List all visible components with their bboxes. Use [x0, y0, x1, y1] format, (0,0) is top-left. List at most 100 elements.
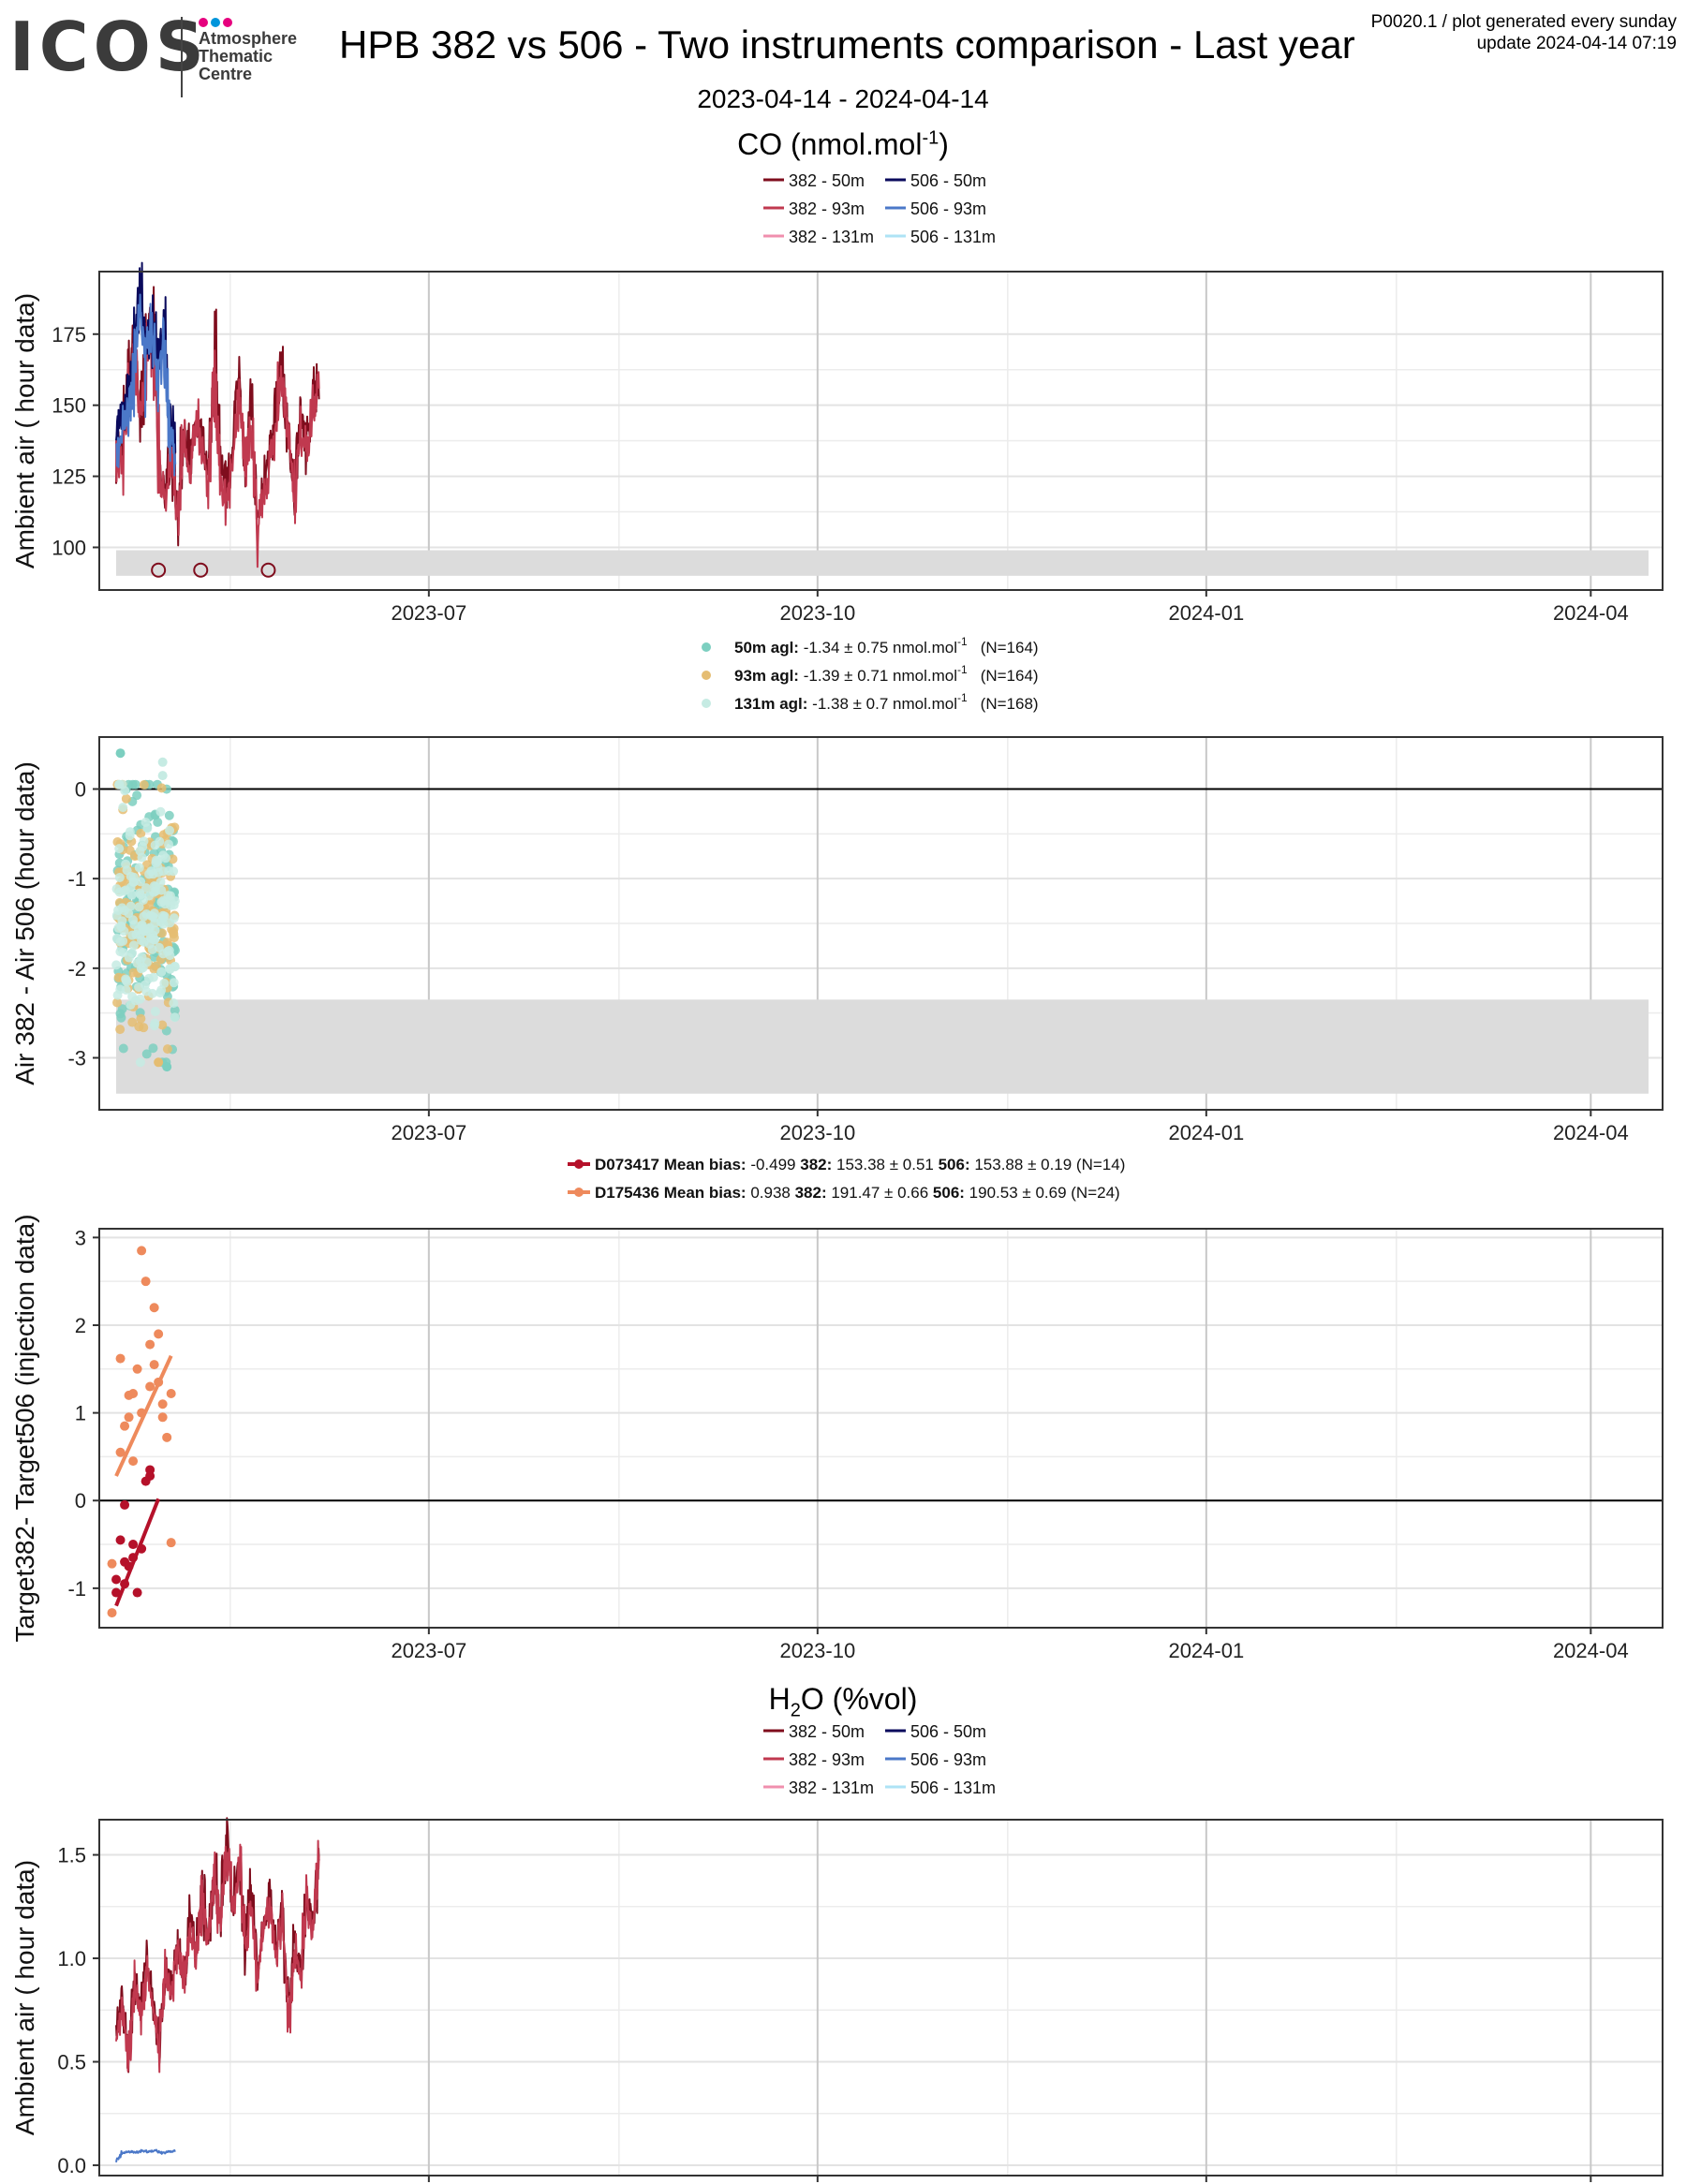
- y-tick-label: 0: [75, 777, 86, 801]
- data-point: [156, 967, 167, 977]
- logo-divider: [181, 17, 183, 97]
- data-point: [162, 1062, 172, 1072]
- update-line: update 2024-04-14 07:19: [1476, 34, 1677, 53]
- data-point: [114, 844, 125, 854]
- series-line: [115, 1839, 320, 2073]
- air-diff-panel: 0 -1 -2 -3 2023-07 2023-10 2024-01 2024-04 Air 3…: [10, 736, 1664, 1144]
- data-point: [165, 964, 175, 974]
- legend-label: 382 - 93m: [789, 1750, 865, 1769]
- data-point: [135, 1057, 145, 1068]
- data-point: [165, 918, 175, 928]
- data-point: [124, 1412, 134, 1423]
- h2o-section-title: H2O (%vol): [0, 1682, 1686, 1721]
- logo-dot: [199, 18, 208, 27]
- x-tick-label: 2023-10: [779, 601, 855, 625]
- x-tick-label: 2023-07: [391, 1121, 466, 1144]
- h2o-title-post: O (%vol): [800, 1682, 918, 1716]
- data-point: [118, 936, 128, 946]
- legend-label: 506 - 131m: [910, 228, 996, 246]
- y-tick-label: 0.5: [57, 2050, 86, 2073]
- data-point: [157, 771, 168, 781]
- legend-label: 50m agl: -1.34 ± 0.75 nmol.mol-1 (N=164): [734, 635, 1039, 657]
- data-point: [120, 1421, 130, 1431]
- legend-label: 506 - 50m: [910, 1722, 986, 1741]
- data-point: [141, 1049, 152, 1059]
- flag-point: [260, 562, 276, 578]
- h2o-title-sub: 2: [790, 1700, 801, 1721]
- data-point: [120, 786, 130, 796]
- legend-label: 506 - 131m: [910, 1778, 996, 1797]
- data-point: [165, 825, 175, 835]
- data-point: [145, 1339, 155, 1350]
- logo-subtitle-line: Centre: [199, 65, 253, 83]
- data-point: [132, 958, 142, 968]
- data-point: [164, 839, 174, 849]
- data-point: [111, 884, 122, 894]
- data-point: [145, 1471, 155, 1482]
- series-line: [115, 2148, 176, 2162]
- data-point: [114, 872, 125, 882]
- data-point: [115, 1353, 126, 1364]
- logo-subtitle-line: Thematic: [199, 47, 274, 66]
- data-point: [170, 1005, 180, 1015]
- data-point: [148, 911, 158, 922]
- legend-label: 93m agl: -1.39 ± 0.71 nmol.mol-1 (N=164): [734, 663, 1039, 685]
- data-point: [149, 1303, 159, 1313]
- co-title-sup: -1: [922, 127, 939, 149]
- trend-line: [114, 1354, 173, 1477]
- co-ambient-panel: 100 125 150 175 2023-07 2023-10 2024-01 2024-04…: [10, 261, 1664, 625]
- data-point: [141, 986, 152, 996]
- data-point: [154, 1329, 164, 1339]
- data-point: [119, 886, 129, 896]
- data-point: [144, 869, 155, 879]
- data-point: [120, 1499, 130, 1510]
- data-point: [118, 803, 128, 813]
- y-axis-label: Target382- Target506 (injection data): [10, 1214, 39, 1642]
- x-tick-label: 2024-01: [1168, 601, 1244, 625]
- series-line: [115, 293, 177, 477]
- data-point: [139, 836, 149, 847]
- data-point: [139, 780, 149, 790]
- data-point: [169, 998, 179, 1009]
- data-point: [155, 806, 166, 817]
- data-point: [132, 1364, 142, 1374]
- y-tick-label: -1: [67, 1577, 86, 1601]
- y-tick-label: -3: [67, 1047, 86, 1070]
- data-point: [126, 890, 137, 900]
- data-point: [162, 1044, 172, 1055]
- data-point: [112, 997, 123, 1008]
- data-point: [111, 1574, 122, 1585]
- data-point: [155, 836, 165, 847]
- data-point: [111, 910, 122, 921]
- trend-line: [114, 1498, 161, 1607]
- data-point: [107, 1608, 117, 1618]
- date-range: 2023-04-14 - 2024-04-14: [697, 84, 989, 113]
- legend-label: 506 - 93m: [910, 199, 986, 218]
- data-point: [149, 935, 159, 945]
- y-tick-label: 175: [52, 323, 86, 347]
- data-point: [115, 1535, 126, 1545]
- data-point: [153, 817, 163, 827]
- data-point: [168, 854, 178, 864]
- generation-info: P0020.1 / plot generated every sunday up…: [1371, 11, 1677, 54]
- data-point: [115, 748, 126, 759]
- x-tick-label: 2023-07: [391, 601, 466, 625]
- data-point: [135, 930, 145, 940]
- data-point: [134, 902, 144, 912]
- y-tick-label: 0: [75, 1489, 86, 1513]
- x-tick-label: 2024-04: [1553, 601, 1629, 625]
- legend-label: D175436 Mean bias: 0.938 382: 191.47 ± 0…: [595, 1184, 1120, 1202]
- data-point: [136, 828, 146, 838]
- data-point: [158, 910, 169, 921]
- data-point: [165, 891, 175, 901]
- y-tick-label: 3: [75, 1226, 86, 1249]
- data-point: [137, 1246, 147, 1256]
- data-point: [149, 1360, 159, 1370]
- data-point: [153, 862, 163, 872]
- data-point: [116, 1012, 126, 1023]
- data-point: [149, 1021, 159, 1031]
- legend-key: [702, 642, 711, 652]
- data-point: [125, 827, 135, 837]
- legend-label: D073417 Mean bias: -0.499 382: 153.38 ± …: [595, 1156, 1125, 1173]
- air-diff-legend: 50m agl: -1.34 ± 0.75 nmol.mol-1 (N=164) 9…: [702, 635, 1039, 713]
